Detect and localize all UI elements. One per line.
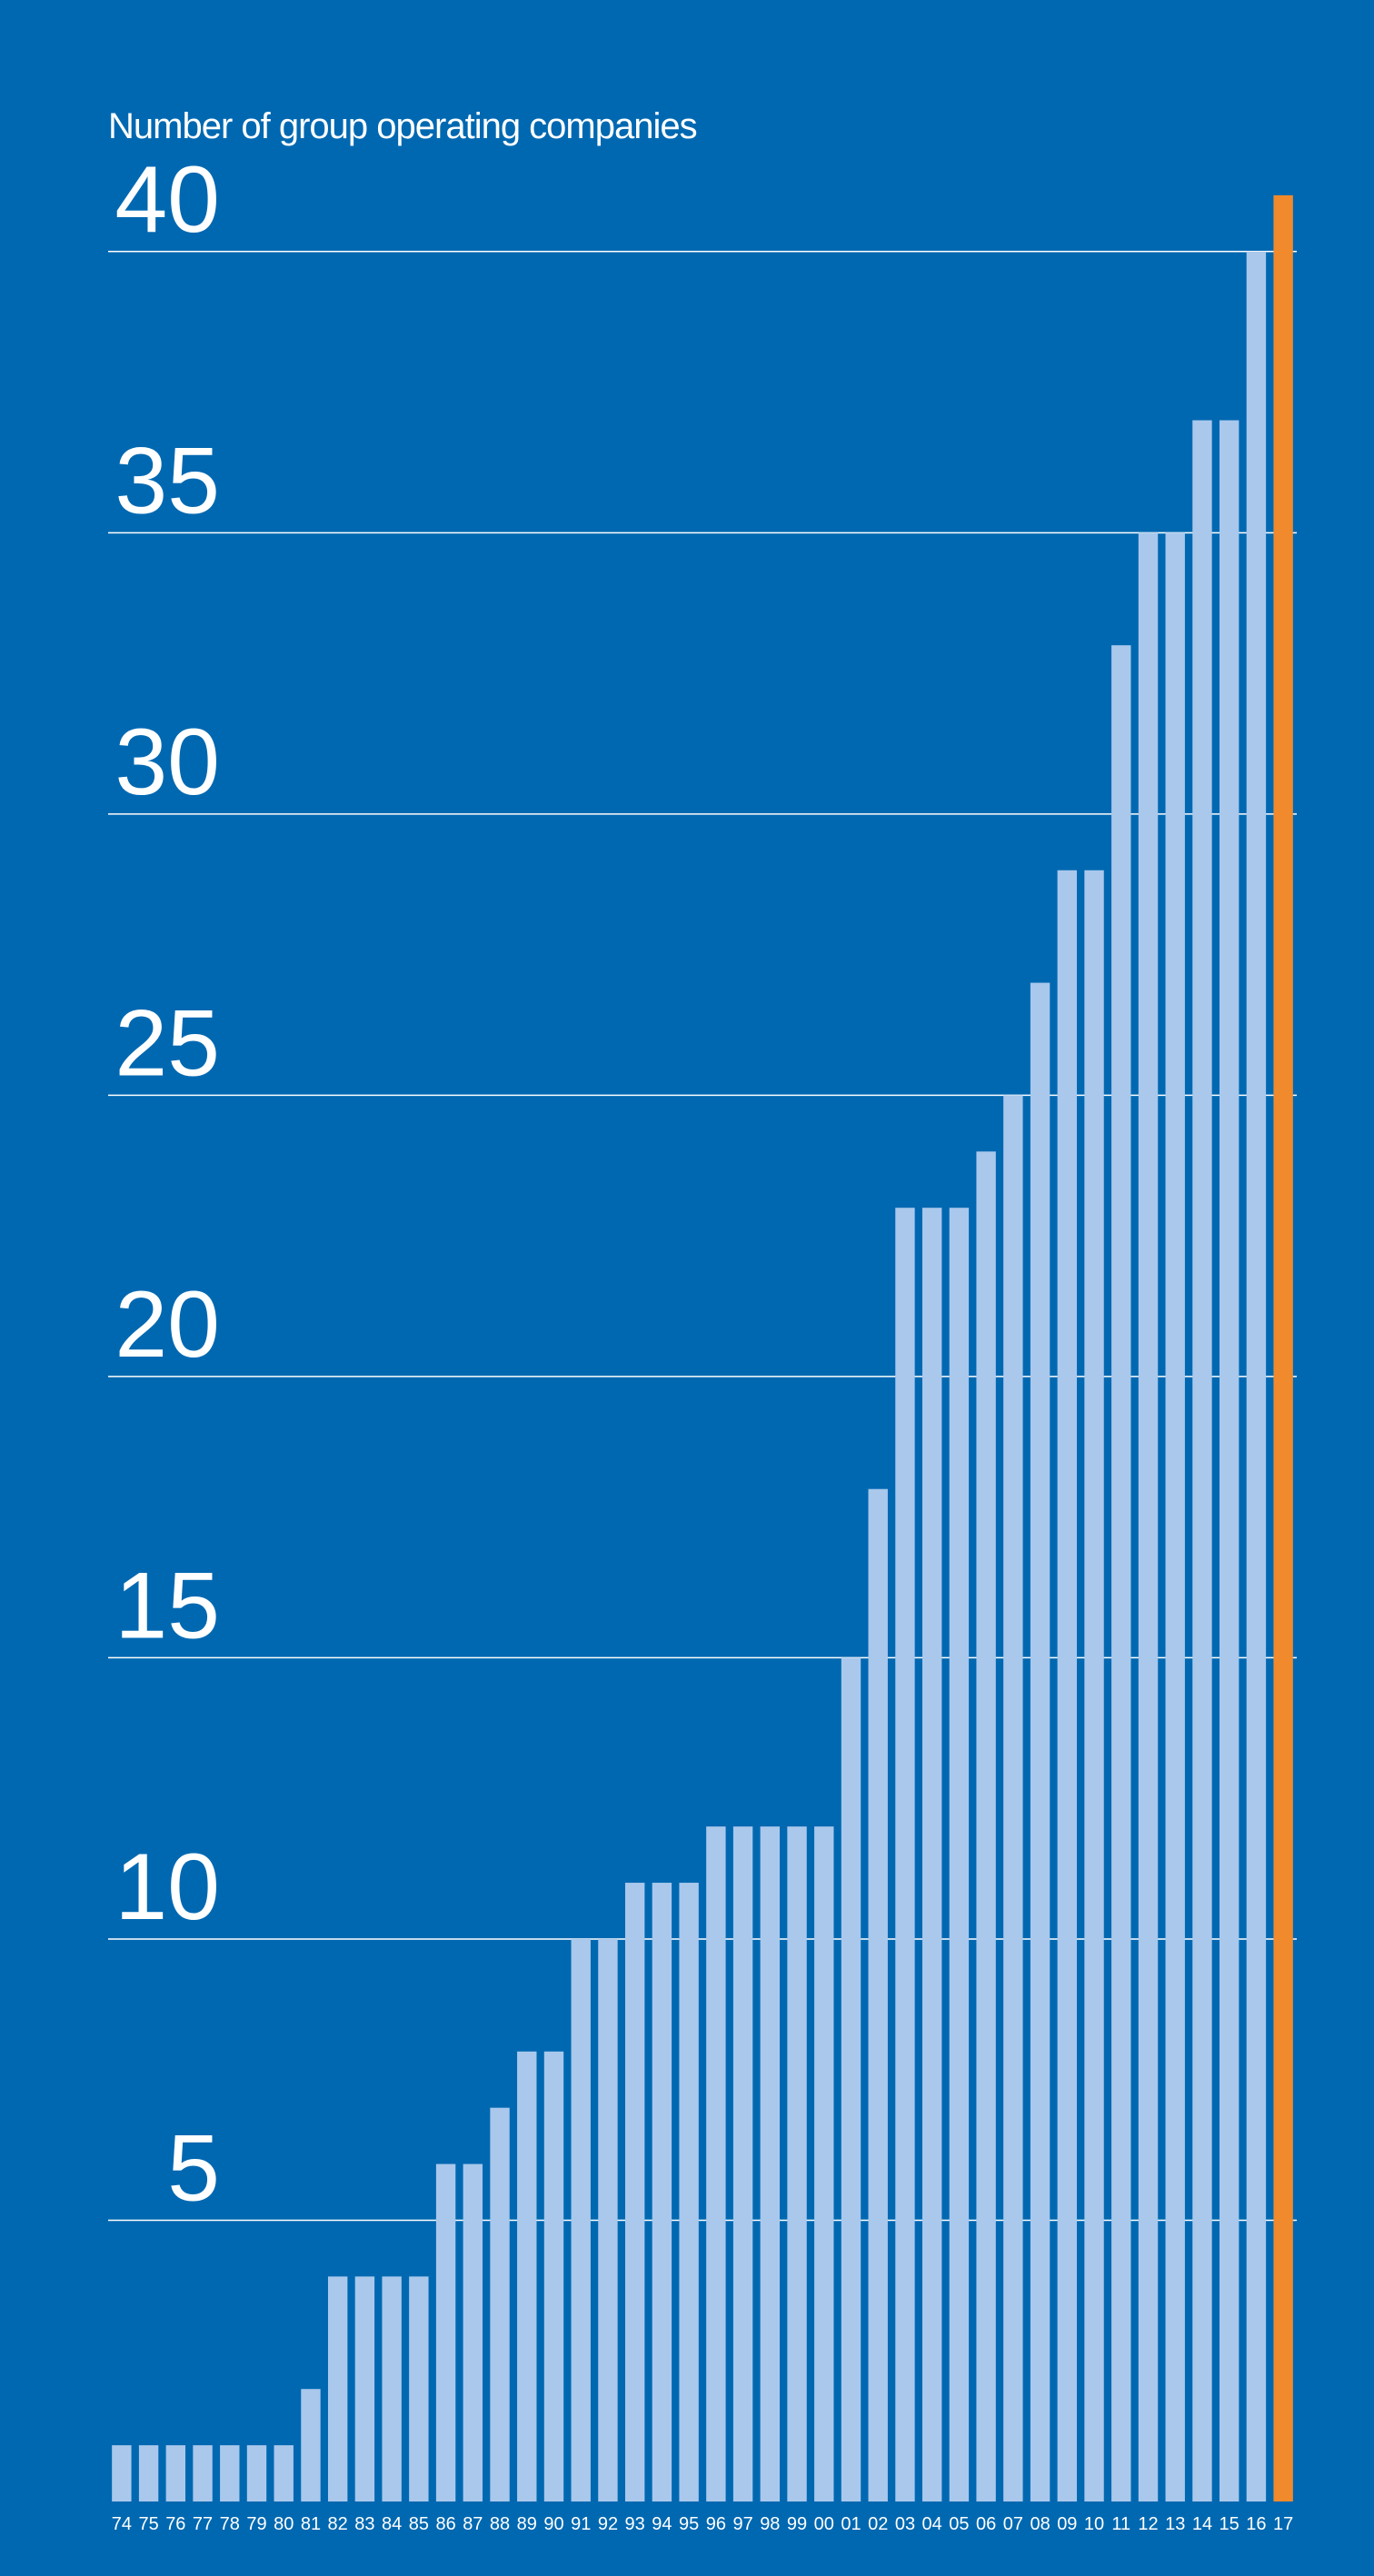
bar [895, 1208, 915, 2501]
x-tick-label: 98 [760, 2514, 780, 2534]
bar [382, 2276, 402, 2501]
x-tick-label: 87 [463, 2514, 483, 2534]
x-tick-label: 10 [1084, 2514, 1104, 2534]
x-tick-label: 14 [1192, 2514, 1212, 2534]
x-tick-label: 17 [1273, 2514, 1293, 2534]
bar [274, 2445, 294, 2501]
x-tick-label: 77 [193, 2514, 213, 2534]
y-tick-label: 20 [114, 1272, 220, 1378]
x-tick-label: 90 [543, 2514, 563, 2534]
bar [598, 1938, 618, 2501]
x-tick-label: 16 [1246, 2514, 1266, 2534]
bar [1003, 1095, 1023, 2501]
bar [112, 2445, 132, 2501]
bar [1084, 870, 1104, 2501]
bar [138, 2445, 159, 2501]
y-tick-label: 15 [114, 1553, 220, 1658]
bar [760, 1826, 781, 2501]
x-tick-label: 79 [246, 2514, 266, 2534]
x-tick-label: 07 [1003, 2514, 1023, 2534]
bar [409, 2276, 429, 2501]
y-tick-label: 5 [167, 2115, 220, 2221]
x-tick-label: 81 [301, 2514, 321, 2534]
bar [517, 2051, 537, 2501]
bar [624, 1883, 645, 2501]
x-tick-label: 82 [328, 2514, 348, 2534]
bar [435, 2163, 456, 2501]
bar [706, 1826, 726, 2501]
bar [814, 1826, 834, 2501]
x-tick-label: 83 [354, 2514, 374, 2534]
x-tick-label: 88 [490, 2514, 510, 2534]
x-tick-label: 95 [679, 2514, 699, 2534]
bar [976, 1151, 996, 2501]
bar [354, 2276, 375, 2501]
x-tick-label: 76 [165, 2514, 185, 2534]
bar [1246, 251, 1267, 2501]
bar [1111, 645, 1131, 2502]
x-tick-label: 93 [625, 2514, 645, 2534]
x-tick-label: 80 [274, 2514, 294, 2534]
bar [1273, 194, 1293, 2501]
x-tick-label: 74 [112, 2514, 132, 2534]
bar [787, 1826, 807, 2501]
x-tick-label: 04 [922, 2514, 942, 2534]
bar [949, 1208, 970, 2501]
bar [868, 1488, 888, 2501]
bar [1057, 870, 1078, 2501]
y-tick-label: 10 [114, 1835, 220, 1940]
x-tick-label: 11 [1111, 2514, 1130, 2534]
bar [571, 1938, 591, 2501]
bar [921, 1208, 942, 2501]
bar [1165, 532, 1185, 2502]
x-tick-label: 05 [949, 2514, 969, 2534]
bar [1030, 982, 1050, 2501]
y-tick-label: 30 [114, 710, 220, 815]
bar [652, 1883, 672, 2501]
x-tick-label: 84 [382, 2514, 402, 2534]
bar [327, 2276, 348, 2501]
x-tick-label: 02 [868, 2514, 888, 2534]
x-tick-label: 91 [571, 2514, 591, 2534]
x-tick-label: 94 [652, 2514, 672, 2534]
bar [463, 2163, 483, 2501]
bar [301, 2389, 321, 2501]
x-tick-label: 13 [1165, 2514, 1185, 2534]
x-tick-label: 85 [409, 2514, 429, 2534]
x-tick-label: 96 [706, 2514, 726, 2534]
x-tick-label: 09 [1057, 2514, 1077, 2534]
bar [490, 2107, 510, 2501]
x-tick-label: 78 [220, 2514, 240, 2534]
bar [1138, 532, 1159, 2502]
x-tick-label: 97 [732, 2514, 752, 2534]
bar [679, 1883, 699, 2501]
chart-title: Number of group operating companies [108, 106, 697, 146]
x-tick-label: 86 [435, 2514, 455, 2534]
y-tick-label: 40 [114, 147, 220, 253]
bar [1192, 420, 1212, 2501]
x-tick-label: 08 [1030, 2514, 1050, 2534]
bar [193, 2445, 213, 2501]
x-tick-label: 06 [976, 2514, 996, 2534]
bar [165, 2445, 186, 2501]
x-tick-label: 92 [598, 2514, 618, 2534]
y-tick-label: 35 [114, 428, 220, 533]
x-tick-label: 01 [841, 2514, 861, 2534]
bar [543, 2051, 564, 2501]
bar [246, 2445, 267, 2501]
x-tick-label: 99 [787, 2514, 807, 2534]
x-tick-label: 12 [1138, 2514, 1158, 2534]
bar [1219, 420, 1240, 2501]
x-tick-label: 00 [814, 2514, 834, 2534]
bar [841, 1657, 861, 2501]
x-tick-label: 75 [138, 2514, 158, 2534]
x-tick-label: 89 [517, 2514, 537, 2534]
x-tick-label: 03 [895, 2514, 915, 2534]
y-tick-label: 25 [114, 990, 220, 1096]
x-tick-label: 15 [1220, 2514, 1240, 2534]
bar [220, 2445, 240, 2501]
bar [732, 1826, 753, 2501]
